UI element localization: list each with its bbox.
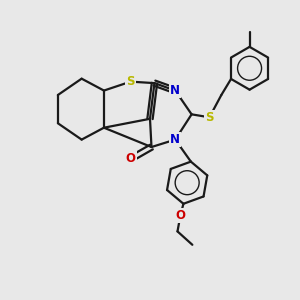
- Text: S: S: [126, 75, 135, 88]
- Text: N: N: [170, 133, 180, 146]
- Text: N: N: [170, 84, 180, 97]
- Text: S: S: [205, 111, 214, 124]
- Text: O: O: [126, 152, 136, 165]
- Text: O: O: [176, 208, 185, 222]
